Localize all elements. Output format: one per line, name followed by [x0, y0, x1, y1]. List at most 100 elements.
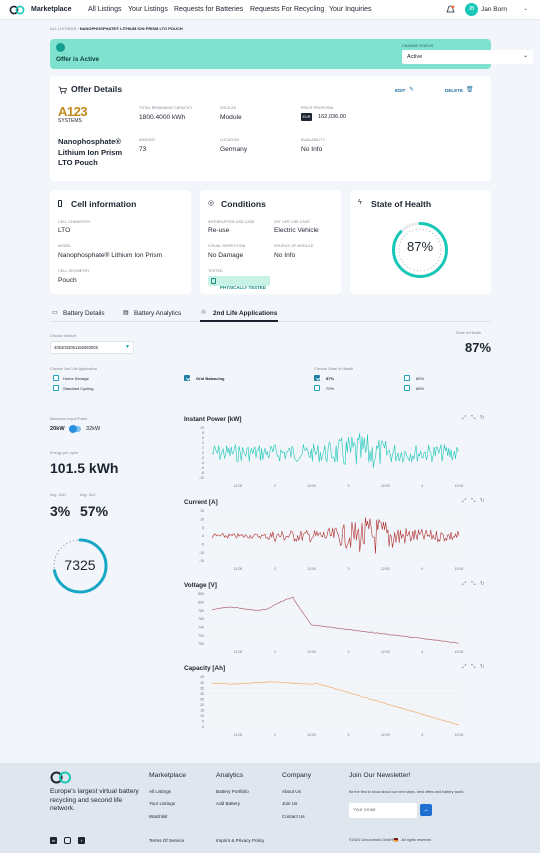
footer-link-contact[interactable]: Contact Us	[282, 814, 305, 819]
x-tick-label: 12:00	[234, 733, 243, 737]
footer-link-your-listings[interactable]: Your Listings	[149, 801, 176, 806]
zoom-icon[interactable]: ⤢	[462, 498, 467, 504]
model-label: MODEL	[58, 244, 72, 248]
tab-battery-analytics[interactable]: Battery Analytics	[134, 310, 182, 317]
pan-icon[interactable]: ⤡	[471, 498, 476, 504]
y-tick-label: 8	[202, 431, 204, 435]
soh-title: State of Health	[371, 199, 432, 209]
checkbox-soh-65[interactable]	[404, 385, 410, 391]
zoom-icon[interactable]: ⤢	[462, 415, 467, 421]
y-tick-label: -8	[201, 471, 204, 475]
checkbox-soh-87[interactable]	[314, 375, 320, 381]
nav-all-listings[interactable]: All Listings	[88, 6, 122, 13]
y-tick-label: 720	[198, 634, 204, 638]
y-tick-label: 40	[200, 681, 204, 685]
breadcrumb-root[interactable]: ALL LISTINGS	[50, 26, 77, 31]
amount-value: 73	[139, 146, 147, 153]
nav-your-listings[interactable]: Your Listings	[128, 6, 168, 13]
instagram-icon[interactable]	[64, 837, 71, 844]
footer-link-watchlist[interactable]: Watchlist	[149, 814, 168, 819]
edit-icon[interactable]: ✎	[409, 87, 415, 93]
tab-active-indicator	[200, 320, 278, 322]
location-value: Germany	[220, 146, 248, 153]
y-tick-label: 850	[198, 592, 204, 596]
module-select[interactable]: 4053033061155093005 ▼	[50, 341, 134, 354]
chevron-down-icon[interactable]: ⌄	[523, 6, 529, 12]
first-use-value: Electric Vehicle	[274, 227, 319, 234]
offer-details-card: Offer Details EDIT ✎ DELETE 🗑 A123 SYSTE…	[50, 76, 491, 181]
energy-label: Energy per cycle	[50, 451, 79, 455]
status-select[interactable]: Active ⌄	[402, 50, 533, 64]
conditions-title: Conditions	[221, 199, 266, 209]
chevron-down-icon: ⌄	[522, 53, 528, 59]
tab-battery-details[interactable]: Battery Details	[63, 310, 105, 317]
soh-card: ϟ State of Health 87%	[350, 190, 491, 294]
pan-icon[interactable]: ⤡	[471, 581, 476, 587]
nav-requests-batteries[interactable]: Requests for Batteries	[174, 6, 244, 13]
pan-icon[interactable]: ⤡	[471, 415, 476, 421]
edit-button[interactable]: EDIT	[395, 88, 406, 93]
footer-logo-icon[interactable]	[50, 771, 72, 784]
checkbox-standard-cycling[interactable]	[53, 385, 59, 391]
footer-link-all-listings[interactable]: All Listings	[149, 789, 171, 794]
footer-link-portfolio[interactable]: Battery Portfolio	[216, 789, 249, 794]
footer-tagline: Europe's largest virtual battery recycli…	[50, 788, 139, 813]
checkbox-grid-balancing[interactable]	[184, 375, 190, 381]
zoom-icon[interactable]: ⤢	[462, 581, 467, 587]
checkbox-soh-70[interactable]	[314, 385, 320, 391]
y-tick-label: -5	[201, 543, 204, 547]
newsletter-title: Join Our Newsletter!	[349, 772, 411, 779]
power-toggle[interactable]	[69, 425, 81, 433]
y-tick-label: 780	[198, 609, 204, 613]
reset-icon[interactable]: ↻	[480, 664, 485, 670]
nav-requests-recycling[interactable]: Requests For Recycling	[250, 6, 325, 13]
twitter-icon[interactable]: t	[78, 837, 85, 844]
y-tick-label: 10	[200, 714, 204, 718]
reset-icon[interactable]: ↻	[480, 415, 485, 421]
tab-bar: ▭ Battery Details ▤ Battery Analytics ♲ …	[50, 306, 491, 322]
newsletter-submit-button[interactable]: →	[420, 804, 432, 816]
newsletter-email-input[interactable]	[349, 803, 417, 818]
user-name[interactable]: Jan Born	[481, 6, 508, 13]
price-label: PRICE PROPOSAL	[301, 106, 335, 110]
imprint-link[interactable]: Imprint & Privacy Policy	[216, 838, 265, 843]
soh-80-label: 80%	[416, 376, 425, 381]
footer-link-about[interactable]: About Us	[282, 789, 301, 794]
reset-icon[interactable]: ↻	[480, 581, 485, 587]
x-tick-label: 12:00	[307, 567, 316, 571]
chart-plot: 15 10 5 0 -5 -10 -15 12:00 2 12:00 3 12:00 4 12:00	[199, 509, 464, 571]
zoom-icon[interactable]: ⤢	[462, 664, 467, 670]
capacity-label: TOTAL REMAINING CAPACITY	[139, 106, 193, 110]
amount-label: AMOUNT	[139, 138, 156, 142]
linkedin-icon[interactable]: in	[50, 837, 57, 844]
pan-icon[interactable]: ⤡	[471, 664, 476, 670]
checkbox-home-storage[interactable]	[53, 375, 59, 381]
y-tick-label: 6	[202, 436, 204, 440]
source-label: SOURCE OF MODULE	[274, 244, 314, 248]
x-tick-label: 12:00	[455, 650, 464, 654]
footer-link-join[interactable]: Join Us	[282, 801, 298, 806]
x-tick-label: 2	[274, 484, 276, 488]
availability-label: AVAILABILITY	[301, 138, 326, 142]
x-tick-label: 12:00	[455, 567, 464, 571]
terms-link[interactable]: Terms Of Service	[149, 838, 185, 843]
app-choice-label: Choose 2nd Life Application	[50, 367, 98, 371]
bell-icon[interactable]	[446, 5, 455, 15]
footer-link-add-battery[interactable]: Add Battery	[216, 801, 241, 806]
chart-title: Current [A]	[184, 499, 218, 506]
chart-0: Instant Power [kW] ⤢ ⤡ ↻ 10 8 6 4 2 0 -2 -4 -6 -8 -10 1…	[184, 412, 491, 490]
availability-value: No Info	[301, 146, 323, 153]
chart-title: Capacity [Ah]	[184, 665, 226, 672]
footer-col2-title: Analytics	[216, 772, 244, 779]
tested-label: TESTED	[208, 269, 223, 273]
series-line	[211, 681, 460, 726]
checkbox-soh-80[interactable]	[404, 375, 410, 381]
reset-icon[interactable]: ↻	[480, 498, 485, 504]
delete-button[interactable]: DELETE	[445, 88, 464, 93]
logo-icon[interactable]	[9, 5, 25, 15]
brand-label[interactable]: Marketplace	[31, 6, 72, 13]
nav-your-inquiries[interactable]: Your Inquiries	[329, 6, 372, 13]
avatar[interactable]: JB	[465, 3, 478, 16]
tab-2nd-life[interactable]: 2nd Life Applications	[213, 310, 278, 317]
trash-icon[interactable]: 🗑	[466, 87, 474, 93]
